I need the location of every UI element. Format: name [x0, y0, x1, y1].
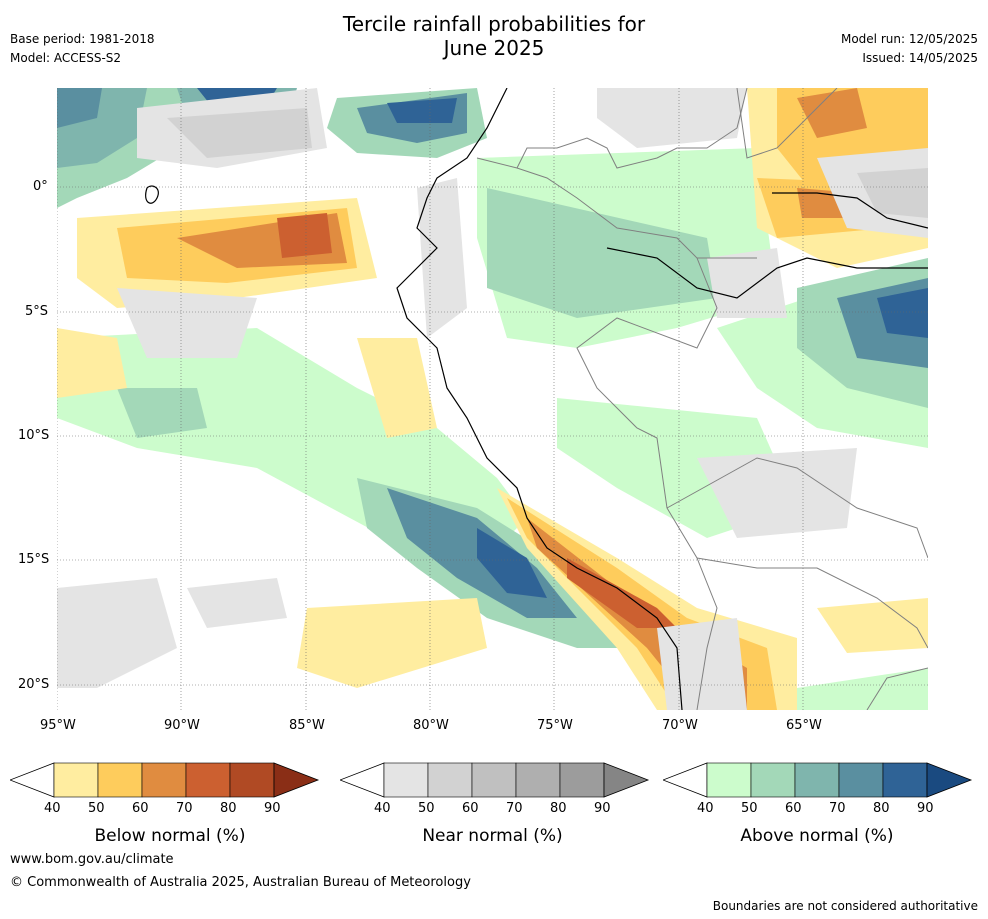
- lon-label-85w: 85°W: [289, 718, 325, 733]
- lat-label-5s: 5°S: [25, 304, 49, 319]
- near-normal-regions: [57, 88, 928, 710]
- cb1-title: Near normal (%): [422, 826, 563, 846]
- cb1-tick-60: 60: [462, 801, 479, 816]
- map-title: Tercile rainfall probabilities for June …: [0, 12, 988, 60]
- colorbar-segment: [53, 762, 99, 798]
- cb0-title: Below normal (%): [94, 826, 246, 846]
- lat-label-0: 0°: [33, 179, 48, 194]
- colorbar-above-normal-scale: [661, 762, 973, 798]
- coastline: [145, 88, 928, 710]
- lon-label-70w: 70°W: [662, 718, 698, 733]
- above-normal-regions: [57, 88, 928, 710]
- lat-label-15s: 15°S: [18, 552, 50, 567]
- colorbar-segment: [794, 762, 840, 798]
- disclaimer-text: Boundaries are not considered authoritat…: [712, 899, 978, 913]
- colorbar-segment: [750, 762, 796, 798]
- colorbar-over-triangle: [926, 762, 973, 798]
- colorbar-near-normal-scale: [338, 762, 650, 798]
- title-line-2: June 2025: [443, 36, 545, 60]
- colorbar-near-normal: 40 50 60 70 80 90 Near normal (%): [338, 762, 650, 852]
- map-canvas: [57, 88, 928, 710]
- lon-label-90w: 90°W: [164, 718, 200, 733]
- cb2-tick-40: 40: [697, 801, 714, 816]
- lat-label-10s: 10°S: [18, 428, 50, 443]
- colorbar-segment: [706, 762, 752, 798]
- cb2-tick-90: 90: [917, 801, 934, 816]
- cb2-title: Above normal (%): [740, 826, 894, 846]
- colorbar-below-normal: 40 50 60 70 80 90 Below normal (%): [8, 762, 320, 852]
- lon-label-95w: 95°W: [40, 718, 76, 733]
- base-period: Base period: 1981-2018: [10, 32, 155, 46]
- colorbar-segment: [882, 762, 928, 798]
- cb1-tick-90: 90: [594, 801, 611, 816]
- cb0-tick-70: 70: [176, 801, 193, 816]
- colorbar-segment: [383, 762, 429, 798]
- website-text: www.bom.gov.au/climate: [10, 852, 174, 867]
- colorbar-segment: [185, 762, 231, 798]
- lon-label-80w: 80°W: [413, 718, 449, 733]
- colorbar-over-triangle: [603, 762, 650, 798]
- cb2-tick-60: 60: [785, 801, 802, 816]
- cb0-tick-60: 60: [132, 801, 149, 816]
- graticule: [57, 88, 928, 710]
- lon-label-65w: 65°W: [786, 718, 822, 733]
- colorbar-segment: [471, 762, 517, 798]
- lon-label-75w: 75°W: [537, 718, 573, 733]
- issued-date: Issued: 14/05/2025: [862, 51, 978, 65]
- lat-label-20s: 20°S: [18, 677, 50, 692]
- cb1-tick-40: 40: [374, 801, 391, 816]
- cb2-tick-70: 70: [829, 801, 846, 816]
- colorbar-segment: [97, 762, 143, 798]
- colorbar-segment: [427, 762, 473, 798]
- colorbar-segment: [559, 762, 605, 798]
- colorbar-over-triangle: [273, 762, 320, 798]
- country-borders: [476, 88, 928, 710]
- cb2-tick-80: 80: [873, 801, 890, 816]
- cb0-tick-90: 90: [264, 801, 281, 816]
- cb1-tick-50: 50: [418, 801, 435, 816]
- colorbar-segment: [141, 762, 187, 798]
- colorbar-under-triangle: [338, 762, 385, 798]
- cb2-tick-50: 50: [741, 801, 758, 816]
- cb0-tick-50: 50: [88, 801, 105, 816]
- copyright-text: © Commonwealth of Australia 2025, Austra…: [10, 875, 471, 890]
- model-run: Model run: 12/05/2025: [840, 32, 978, 46]
- cb0-tick-40: 40: [44, 801, 61, 816]
- cb1-tick-70: 70: [506, 801, 523, 816]
- colorbar-under-triangle: [8, 762, 55, 798]
- cb1-tick-80: 80: [550, 801, 567, 816]
- rainfall-probability-map: [57, 88, 928, 710]
- colorbar-segment: [229, 762, 275, 798]
- model-name: Model: ACCESS-S2: [10, 51, 122, 65]
- colorbar-below-normal-scale: [8, 762, 320, 798]
- title-line-1: Tercile rainfall probabilities for: [342, 12, 646, 36]
- colorbar-under-triangle: [661, 762, 708, 798]
- colorbar-segment: [515, 762, 561, 798]
- cb0-tick-80: 80: [220, 801, 237, 816]
- colorbar-above-normal: 40 50 60 70 80 90 Above normal (%): [661, 762, 973, 852]
- colorbar-segment: [838, 762, 884, 798]
